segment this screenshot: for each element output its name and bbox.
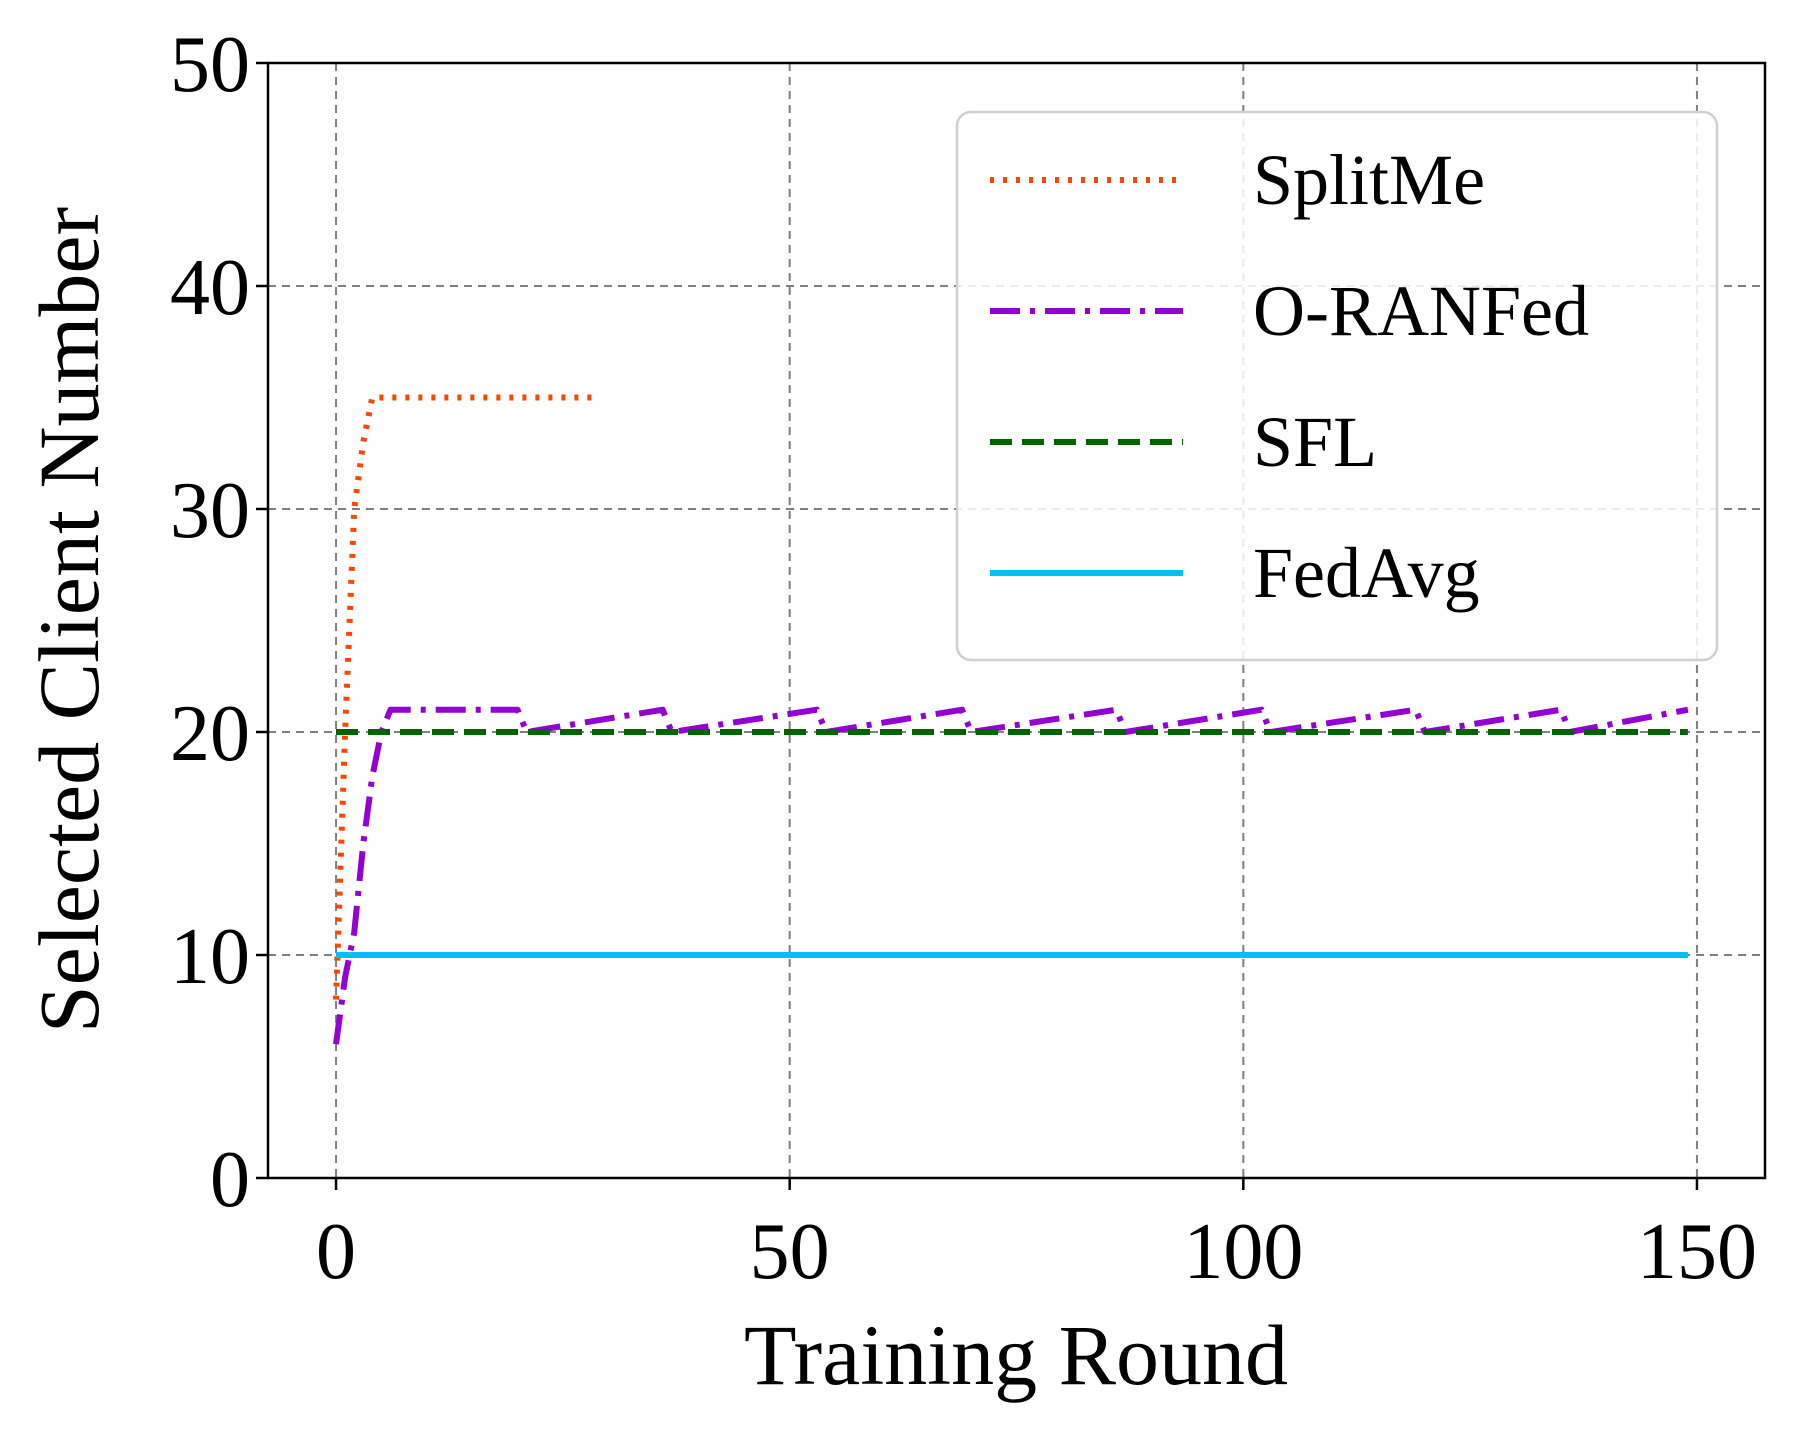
legend-label: SFL xyxy=(1253,402,1377,482)
y-tick-label: 50 xyxy=(170,21,250,109)
y-axis-label: Selected Client Number xyxy=(21,207,117,1033)
y-tick-label: 40 xyxy=(170,244,250,332)
x-tick-label: 0 xyxy=(316,1208,356,1296)
legend-label: SplitMe xyxy=(1253,140,1485,220)
y-tick-label: 10 xyxy=(170,913,250,1001)
y-tick-label: 30 xyxy=(170,467,250,555)
x-tick-label: 100 xyxy=(1183,1208,1303,1296)
series-line-o-ranfed xyxy=(333,706,1689,1045)
x-tick-label: 50 xyxy=(750,1208,830,1296)
ticks: 0 50 100 150 0 10 20 30 40 50 xyxy=(170,21,1757,1296)
x-tick-label: 150 xyxy=(1637,1208,1757,1296)
legend-label: FedAvg xyxy=(1253,533,1480,613)
legend-box xyxy=(955,110,1719,662)
plot-frame xyxy=(266,61,1767,1180)
y-tick-label: 20 xyxy=(170,690,250,778)
legend: SplitMe O-RANFed SFL FedAvg xyxy=(955,110,1719,662)
x-axis-label: Training Round xyxy=(744,1307,1288,1403)
series-layer xyxy=(333,394,1689,1045)
y-tick-label: 0 xyxy=(210,1136,250,1224)
legend-label: O-RANFed xyxy=(1253,271,1589,351)
series-line-splitme xyxy=(333,394,600,1000)
